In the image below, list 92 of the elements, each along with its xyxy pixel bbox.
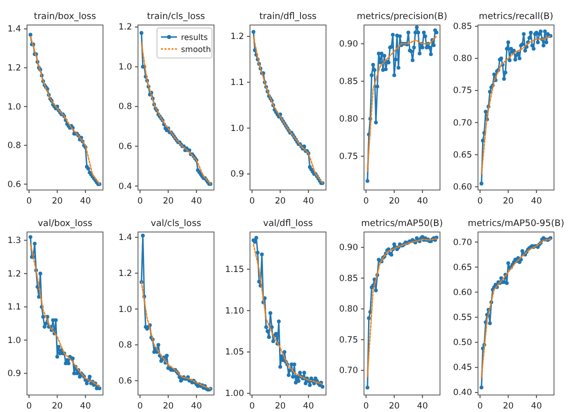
- x-tick-label: 40: [80, 402, 91, 412]
- y-tick-label: 0.8: [118, 340, 132, 351]
- y-tick-label: 0.80: [339, 114, 358, 124]
- x-tick-label: 0: [26, 402, 32, 412]
- y-tick-label: 0.8: [118, 102, 132, 112]
- y-tick-label: 0.45: [453, 363, 472, 374]
- legend-label: results: [181, 33, 208, 42]
- y-tick-label: 1.2: [118, 22, 132, 33]
- x-tick-label: 20: [52, 402, 63, 412]
- y-tick-label: 0.8: [7, 141, 21, 152]
- chart-title: metrics/mAP50-95(B): [468, 219, 564, 229]
- x-tick-label: 20: [388, 402, 400, 412]
- chart-title: train/box_loss: [34, 12, 96, 22]
- x-tick-label: 20: [274, 196, 286, 207]
- y-tick-label: 0.60: [453, 182, 472, 193]
- x-tick-label: 40: [191, 196, 202, 207]
- legend-label: smooth: [181, 45, 211, 54]
- x-tick-label: 0: [477, 196, 483, 207]
- y-tick-label: 0.65: [453, 262, 472, 273]
- y-tick-label: 0.90: [339, 243, 358, 254]
- y-tick-label: 0.40: [453, 388, 472, 398]
- y-tick-label: 0.70: [339, 366, 358, 376]
- y-tick-label: 0.70: [453, 118, 472, 128]
- x-tick-label: 40: [531, 196, 542, 207]
- x-tick-label: 0: [249, 402, 255, 412]
- x-tick-label: 0: [26, 196, 32, 207]
- y-tick-label: 0.70: [453, 238, 472, 248]
- y-tick-label: 1.05: [225, 348, 244, 358]
- x-tick-label: 20: [502, 402, 514, 412]
- x-tick-label: 0: [137, 402, 143, 412]
- y-tick-label: 1.2: [7, 269, 21, 280]
- y-tick-label: 0.75: [453, 86, 472, 96]
- y-tick-label: 0.80: [453, 54, 472, 64]
- y-tick-label: 1.10: [225, 306, 244, 316]
- x-tick-label: 0: [249, 196, 255, 207]
- y-tick-label: 1.00: [225, 389, 244, 400]
- y-tick-label: 0.50: [453, 338, 472, 348]
- x-tick-label: 40: [531, 402, 542, 412]
- y-tick-label: 0.85: [339, 76, 358, 87]
- y-tick-label: 0.65: [453, 150, 472, 160]
- x-tick-label: 40: [417, 402, 428, 412]
- x-tick-label: 20: [388, 196, 400, 207]
- y-tick-label: 0.75: [339, 152, 358, 162]
- y-tick-label: 1.2: [118, 268, 132, 279]
- chart-title: metrics/precision(B): [356, 12, 448, 22]
- y-tick-label: 1.2: [7, 63, 21, 74]
- y-tick-label: 1.1: [230, 78, 244, 88]
- x-tick-label: 20: [162, 402, 174, 412]
- x-tick-label: 0: [363, 402, 369, 412]
- y-tick-label: 1.15: [225, 264, 244, 275]
- x-tick-label: 20: [274, 402, 286, 412]
- y-tick-label: 1.0: [230, 124, 244, 134]
- y-tick-label: 0.55: [453, 312, 472, 323]
- x-tick-label: 0: [137, 196, 143, 207]
- y-tick-label: 0.80: [339, 304, 358, 315]
- x-tick-label: 40: [417, 196, 428, 207]
- chart-title: val/box_loss: [38, 219, 93, 229]
- x-tick-label: 20: [52, 196, 63, 207]
- y-tick-label: 0.90: [339, 39, 358, 50]
- chart-title: metrics/mAP50(B): [361, 219, 443, 229]
- y-tick-label: 1.0: [118, 304, 132, 315]
- y-tick-label: 1.1: [7, 302, 21, 313]
- y-tick-label: 0.6: [7, 180, 21, 190]
- y-tick-label: 0.6: [118, 142, 132, 152]
- chart-title: val/dfl_loss: [263, 219, 314, 229]
- y-tick-label: 0.6: [118, 376, 132, 386]
- chart-title: val/cls_loss: [150, 219, 202, 229]
- y-tick-label: 0.9: [7, 369, 21, 380]
- y-tick-label: 0.4: [118, 182, 132, 192]
- y-tick-label: 0.9: [230, 170, 244, 180]
- y-tick-label: 1.0: [118, 62, 132, 72]
- x-tick-label: 0: [363, 196, 369, 207]
- x-tick-label: 20: [502, 196, 514, 207]
- x-tick-label: 0: [477, 402, 483, 412]
- y-tick-label: 0.75: [339, 335, 358, 346]
- x-tick-label: 40: [303, 402, 314, 412]
- y-tick-label: 1.0: [7, 336, 21, 346]
- y-tick-label: 1.0: [7, 102, 21, 112]
- y-tick-label: 1.4: [118, 233, 132, 244]
- y-tick-label: 0.85: [453, 22, 472, 32]
- x-tick-label: 40: [191, 402, 202, 412]
- y-tick-label: 1.4: [7, 24, 21, 35]
- chart-title: metrics/recall(B): [478, 12, 554, 22]
- y-tick-label: 1.2: [230, 32, 244, 42]
- x-tick-label: 40: [303, 196, 314, 207]
- y-tick-label: 1.3: [7, 236, 21, 246]
- chart-title: train/cls_loss: [146, 12, 206, 22]
- y-tick-label: 0.60: [453, 288, 472, 298]
- y-tick-label: 0.85: [339, 274, 358, 284]
- x-tick-label: 20: [162, 196, 174, 207]
- chart-title: train/dfl_loss: [259, 12, 317, 22]
- x-tick-label: 40: [80, 196, 91, 207]
